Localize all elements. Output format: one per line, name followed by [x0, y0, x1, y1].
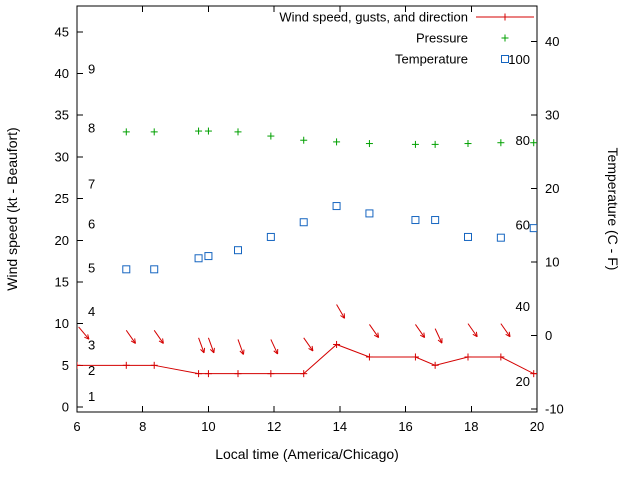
- svg-text:20: 20: [516, 374, 530, 389]
- svg-text:10: 10: [55, 316, 69, 331]
- svg-text:3: 3: [88, 337, 95, 352]
- svg-text:25: 25: [55, 191, 69, 206]
- legend-label-pressure: Pressure: [416, 31, 468, 46]
- svg-text:20: 20: [545, 181, 559, 196]
- pressure-series: [122, 127, 537, 148]
- svg-text:-10: -10: [545, 402, 564, 417]
- gusts-and-direction-series: [78, 304, 511, 355]
- svg-text:40: 40: [545, 34, 559, 49]
- x-axis-title: Local time (America/Chicago): [215, 446, 399, 462]
- y-axis-left-title: Wind speed (kt - Beaufort): [4, 127, 20, 290]
- svg-text:18: 18: [464, 419, 478, 434]
- svg-text:4: 4: [88, 304, 95, 319]
- svg-text:14: 14: [333, 419, 347, 434]
- legend-samples: [476, 13, 534, 63]
- svg-text:8: 8: [88, 121, 95, 136]
- legend-label-temperature: Temperature: [395, 52, 468, 67]
- svg-text:16: 16: [398, 419, 412, 434]
- plot-border: [76, 5, 538, 413]
- svg-text:40: 40: [516, 299, 530, 314]
- svg-text:40: 40: [55, 66, 69, 81]
- svg-text:2: 2: [88, 363, 95, 378]
- svg-text:20: 20: [530, 419, 544, 434]
- svg-text:20: 20: [55, 233, 69, 248]
- svg-text:0: 0: [62, 399, 69, 414]
- svg-text:30: 30: [545, 107, 559, 122]
- wind-speed-series: [77, 340, 537, 378]
- svg-text:10: 10: [201, 419, 215, 434]
- svg-text:15: 15: [55, 274, 69, 289]
- svg-text:100: 100: [508, 52, 530, 67]
- svg-text:80: 80: [516, 133, 530, 148]
- legend: Wind speed, gusts, and direction Pressur…: [279, 10, 534, 67]
- svg-text:7: 7: [88, 176, 95, 191]
- svg-text:5: 5: [62, 358, 69, 373]
- svg-text:5: 5: [88, 261, 95, 276]
- svg-text:0: 0: [545, 328, 552, 343]
- svg-text:1: 1: [88, 389, 95, 404]
- tick-labels: 6 8 10 12 14 16 18 20051015202530354045-1001020…: [55, 24, 564, 434]
- svg-text:30: 30: [55, 149, 69, 164]
- legend-label-wind: Wind speed, gusts, and direction: [279, 10, 468, 25]
- svg-text:12: 12: [267, 419, 281, 434]
- svg-text:8: 8: [139, 419, 146, 434]
- svg-text:6: 6: [73, 419, 80, 434]
- svg-text:35: 35: [55, 108, 69, 123]
- scale-inner-labels: 1 2 3 4 5 6 7 8 9 20 40 60 80 100: [88, 52, 530, 404]
- svg-text:60: 60: [516, 217, 530, 232]
- svg-text:10: 10: [545, 254, 559, 269]
- temperature-series: [122, 202, 537, 274]
- y-axis-right-title: Temperature (C - F): [605, 148, 621, 271]
- svg-text:45: 45: [55, 24, 69, 39]
- svg-text:6: 6: [88, 216, 95, 231]
- axis-ticks: [76, 6, 538, 412]
- data-series: [77, 127, 537, 378]
- svg-text:9: 9: [88, 61, 95, 76]
